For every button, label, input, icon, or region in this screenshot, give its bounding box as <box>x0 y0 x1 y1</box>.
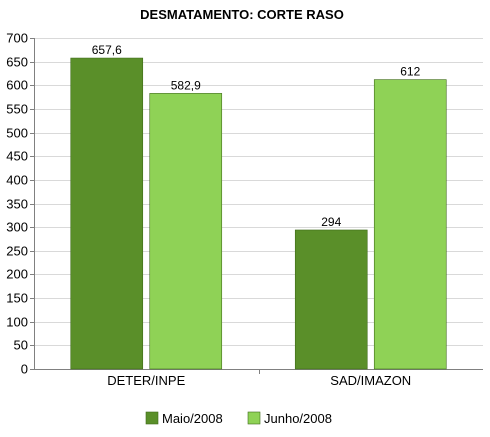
legend-swatch <box>247 411 261 425</box>
bar <box>294 229 368 370</box>
x-category-label: DETER/INPE <box>107 373 185 388</box>
bars <box>70 57 447 370</box>
legend-swatch <box>145 411 159 425</box>
y-tick-label: 200 <box>6 267 28 282</box>
y-tick-label: 550 <box>6 102 28 117</box>
y-tick-label: 50 <box>14 338 28 353</box>
bar <box>70 57 144 370</box>
y-tick-label: 450 <box>6 149 28 164</box>
legend: Maio/2008 Junho/2008 <box>145 411 332 426</box>
data-labels: 657,6 582,9 294 612 <box>92 43 421 229</box>
category-labels: DETER/INPE SAD/IMAZON <box>107 373 411 388</box>
data-label: 612 <box>400 65 420 79</box>
y-tick-label: 650 <box>6 55 28 70</box>
axes: 0 50 100 150 200 250 300 350 400 450 500 550 600 650 7… <box>6 31 483 377</box>
y-tick-label: 700 <box>6 31 28 46</box>
y-tick-label: 150 <box>6 291 28 306</box>
y-tick-label: 100 <box>6 315 28 330</box>
bar <box>149 93 223 370</box>
x-category-label: SAD/IMAZON <box>330 373 411 388</box>
y-tick-label: 400 <box>6 173 28 188</box>
y-tick-label: 350 <box>6 197 28 212</box>
bar <box>373 79 447 370</box>
data-label: 657,6 <box>92 43 122 57</box>
data-label: 582,9 <box>171 78 201 92</box>
y-tick-label: 300 <box>6 220 28 235</box>
legend-label: Maio/2008 <box>162 411 223 426</box>
chart-title: DESMATAMENTO: CORTE RASO <box>140 7 344 22</box>
y-tick-label: 600 <box>6 78 28 93</box>
legend-label: Junho/2008 <box>264 411 332 426</box>
data-label: 294 <box>321 215 341 229</box>
y-tick-label: 0 <box>21 362 28 377</box>
y-tick-label: 500 <box>6 126 28 141</box>
y-tick-label: 250 <box>6 244 28 259</box>
